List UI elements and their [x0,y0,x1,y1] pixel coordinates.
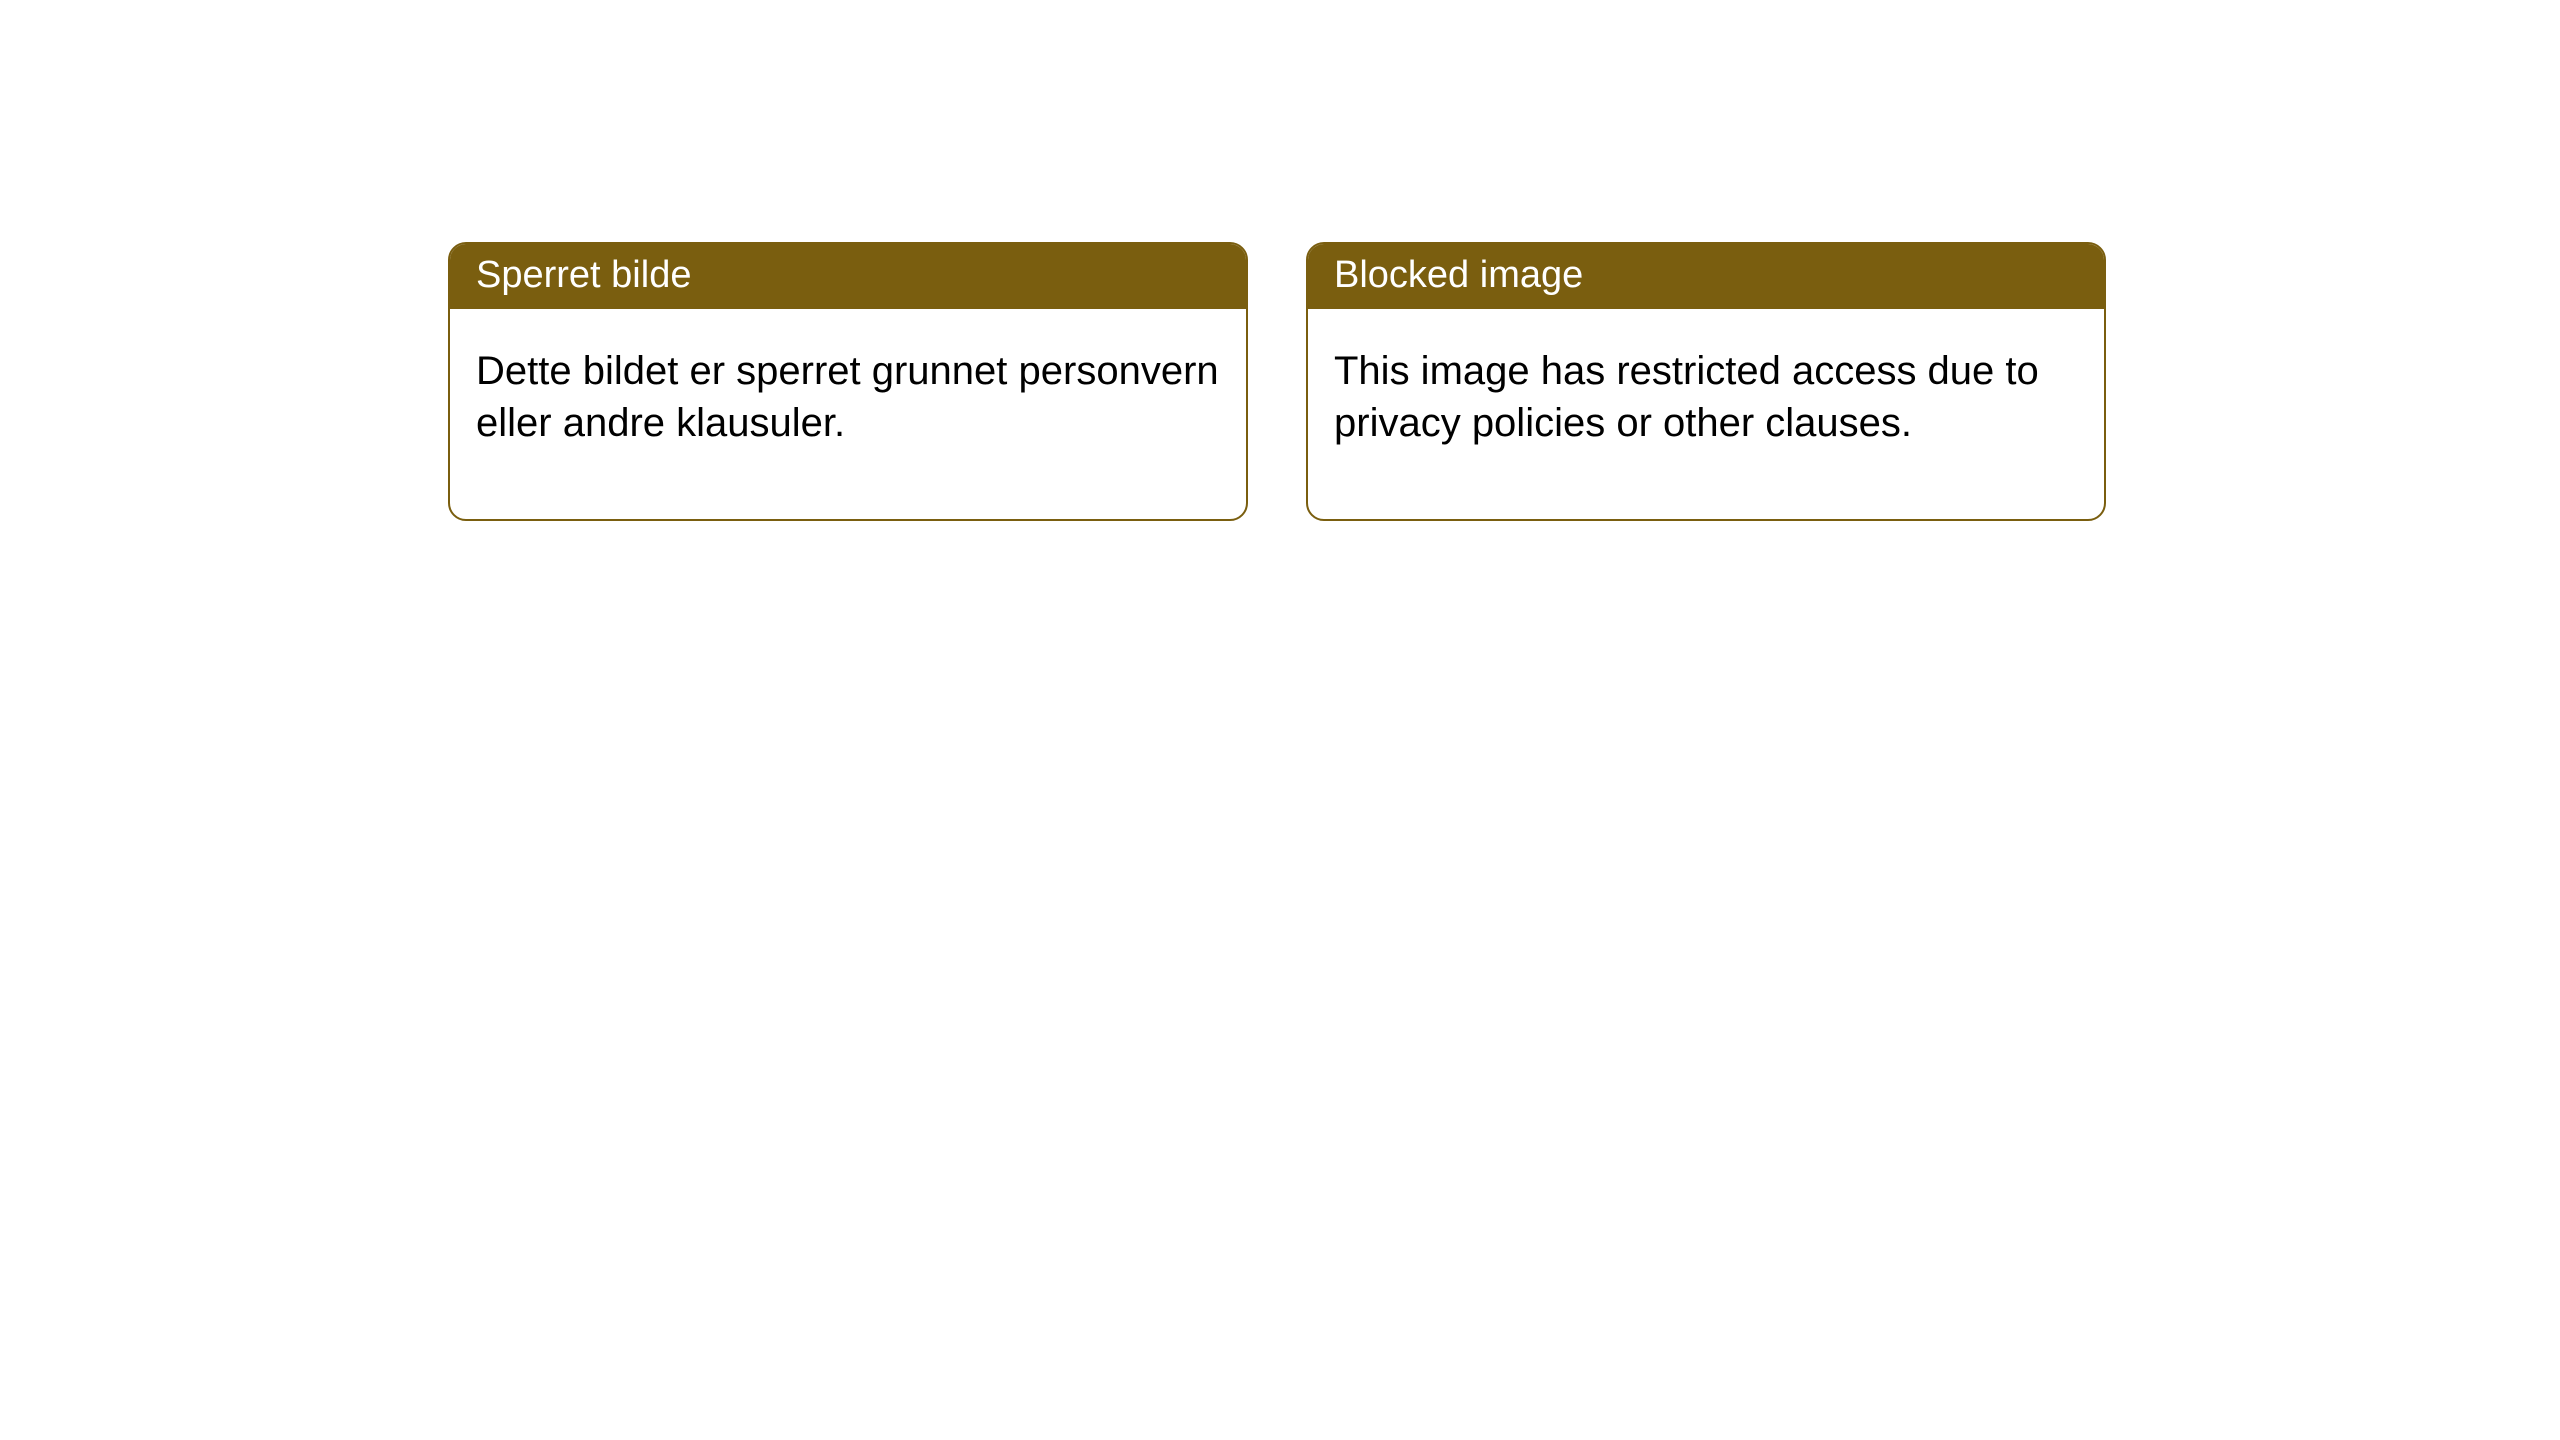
notice-header-en: Blocked image [1308,244,2104,309]
notice-card-en: Blocked image This image has restricted … [1306,242,2106,521]
notice-body-text: Dette bildet er sperret grunnet personve… [476,349,1219,445]
notice-container: Sperret bilde Dette bildet er sperret gr… [0,0,2560,521]
notice-body-text: This image has restricted access due to … [1334,349,2039,445]
notice-title: Sperret bilde [476,254,691,296]
notice-card-no: Sperret bilde Dette bildet er sperret gr… [448,242,1248,521]
notice-body-en: This image has restricted access due to … [1308,309,2104,519]
notice-title: Blocked image [1334,254,1583,296]
notice-body-no: Dette bildet er sperret grunnet personve… [450,309,1246,519]
notice-header-no: Sperret bilde [450,244,1246,309]
